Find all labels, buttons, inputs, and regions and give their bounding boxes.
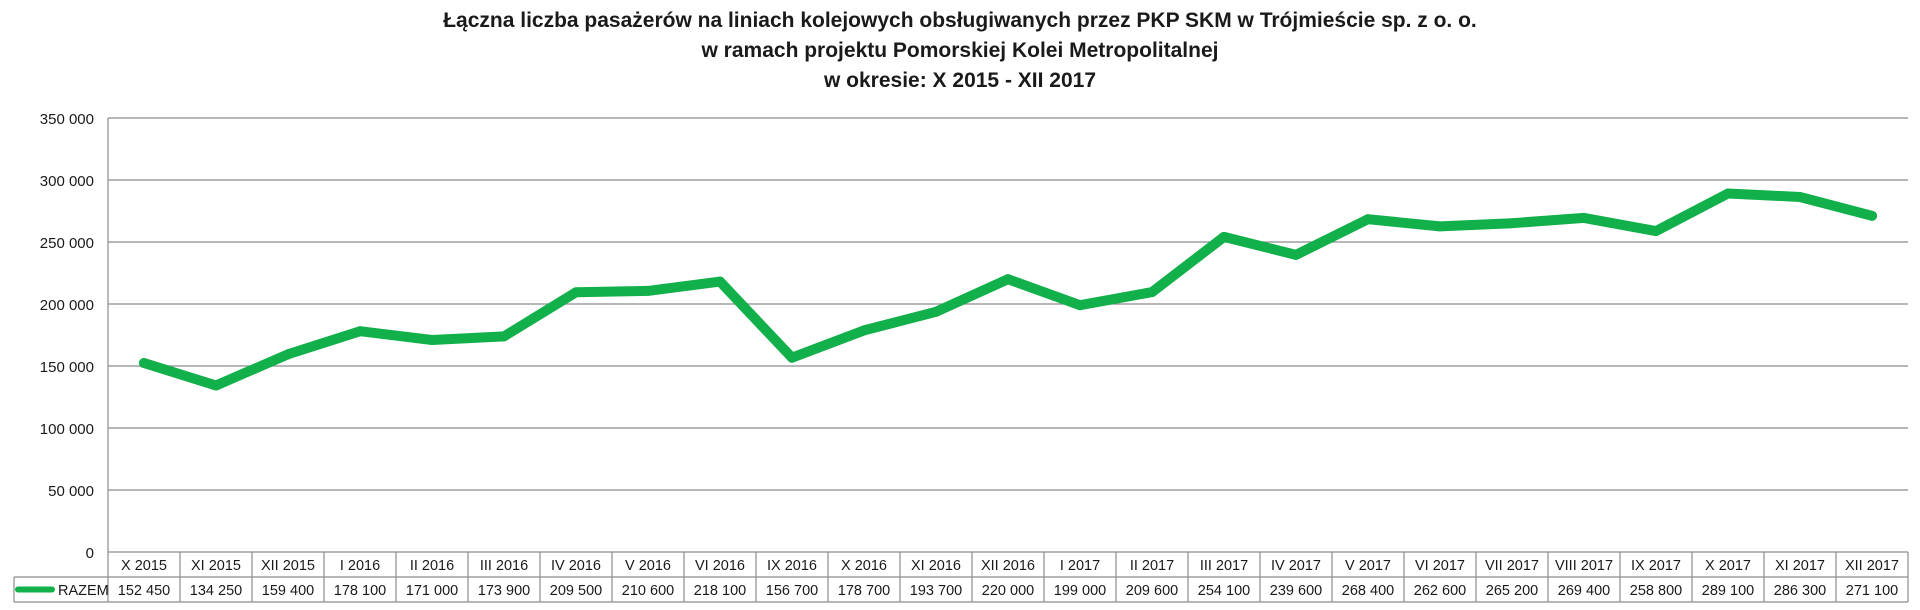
y-axis-tick-labels: 0 50 000 100 000 150 000 200 000 250 000 300 0… [40,111,94,562]
y-tick-label: 200 000 [40,297,94,314]
data-point [1291,249,1301,260]
data-point [283,349,293,360]
data-point [1867,210,1877,221]
y-tick-label: 250 000 [40,235,94,252]
x-tick-label: X 2016 [841,558,887,574]
chart-title: Łączna liczba pasażerów na liniach kolej… [0,6,1920,96]
table-value: 289 100 [1702,583,1754,599]
data-point [787,352,797,363]
data-point [427,334,437,345]
y-tick-label: 0 [86,545,94,562]
data-point [1723,188,1733,199]
table-value: 209 600 [1126,583,1178,599]
data-table: X 2015 152 450 XI 2015 134 250 XII 2015 159 4… [13,552,1909,603]
data-point [1219,231,1229,242]
data-point [1147,287,1157,298]
table-value: 268 400 [1342,583,1394,599]
table-value: 239 600 [1270,583,1322,599]
x-tick-label: VI 2017 [1415,558,1465,574]
data-point [1795,191,1805,202]
data-point [139,357,149,368]
x-tick-label: IV 2016 [551,558,601,574]
table-value: 254 100 [1198,583,1250,599]
table-value: 156 700 [766,583,818,599]
table-value: 193 700 [910,583,962,599]
data-point [1651,226,1661,237]
table-value: 159 400 [262,583,314,599]
x-tick-label: VIII 2017 [1555,558,1613,574]
table-value: 220 000 [982,583,1034,599]
data-point [715,276,725,287]
data-point [211,380,221,391]
table-value: 286 300 [1774,583,1826,599]
table-value: 173 900 [478,583,530,599]
table-value: 152 450 [118,583,170,599]
y-tick-label: 150 000 [40,359,94,376]
table-value: 271 100 [1846,583,1898,599]
x-tick-label: V 2016 [625,558,671,574]
data-point [499,331,509,342]
x-tick-label: X 2015 [121,558,167,574]
chart-title-line-1: Łączna liczba pasażerów na liniach kolej… [443,9,1477,32]
x-tick-label: I 2017 [1060,558,1100,574]
y-tick-label: 300 000 [40,173,94,190]
gridlines [107,117,1908,602]
data-point [1579,212,1589,223]
x-tick-label: III 2016 [480,558,528,574]
legend-label: RAZEM [58,583,109,599]
table-value: 258 800 [1630,583,1682,599]
data-point [1075,300,1085,311]
x-tick-label: XI 2017 [1775,558,1825,574]
table-value: 209 500 [550,583,602,599]
data-point [1363,214,1373,225]
x-tick-label: IX 2017 [1631,558,1681,574]
x-tick-label: XI 2015 [191,558,241,574]
data-point [355,326,365,337]
table-value: 171 000 [406,583,458,599]
table-value: 218 100 [694,583,746,599]
y-tick-label: 350 000 [40,111,94,128]
data-point [859,325,869,336]
x-tick-label: III 2017 [1200,558,1248,574]
x-tick-label: II 2016 [410,558,454,574]
table-value: 210 600 [622,583,674,599]
x-tick-label: XII 2015 [261,558,315,574]
series-razem [139,188,1877,391]
x-tick-label: XII 2016 [981,558,1035,574]
table-value: 134 250 [190,583,242,599]
x-tick-label: XI 2016 [911,558,961,574]
chart-title-line-3: w okresie: X 2015 - XII 2017 [824,69,1096,92]
table-value: 178 700 [838,583,890,599]
x-tick-label: IX 2016 [767,558,817,574]
y-tick-label: 100 000 [40,421,94,438]
x-tick-label: IV 2017 [1271,558,1321,574]
chart-title-line-2: w ramach projektu Pomorskiej Kolei Metro… [701,39,1219,62]
data-point [1507,218,1517,229]
table-value: 199 000 [1054,583,1106,599]
series-line-razem [139,188,1877,391]
data-point [643,285,653,296]
table-value: 265 200 [1486,583,1538,599]
x-tick-label: X 2017 [1705,558,1751,574]
data-point [931,306,941,317]
table-value: 262 600 [1414,583,1466,599]
data-point [1435,221,1445,232]
table-value: 269 400 [1558,583,1610,599]
y-tick-label: 50 000 [48,483,94,500]
x-tick-label: VII 2017 [1485,558,1539,574]
x-tick-label: XII 2017 [1845,558,1899,574]
data-point [1003,274,1013,285]
x-tick-label: V 2017 [1345,558,1391,574]
x-tick-label: I 2016 [340,558,380,574]
data-point [571,287,581,298]
x-tick-label: II 2017 [1130,558,1174,574]
table-value: 178 100 [334,583,386,599]
x-tick-label: VI 2016 [695,558,745,574]
